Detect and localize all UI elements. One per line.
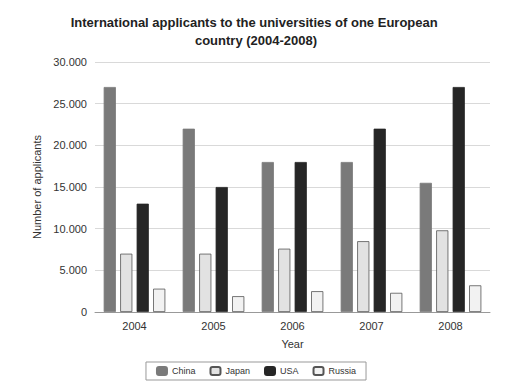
svg-text:2007: 2007 <box>359 320 383 332</box>
svg-text:Year: Year <box>281 338 304 350</box>
svg-text:Number of applicants: Number of applicants <box>31 135 43 239</box>
svg-text:country (2004-2008): country (2004-2008) <box>195 33 317 48</box>
svg-text:Russia: Russia <box>329 366 357 376</box>
svg-text:20.000: 20.000 <box>53 139 87 151</box>
svg-text:25.000: 25.000 <box>53 98 87 110</box>
svg-text:15.000: 15.000 <box>53 181 87 193</box>
svg-text:USA: USA <box>280 366 299 376</box>
svg-text:30.000: 30.000 <box>53 56 87 68</box>
svg-text:5.000: 5.000 <box>59 264 87 276</box>
svg-text:10.000: 10.000 <box>53 223 87 235</box>
svg-text:China: China <box>172 366 196 376</box>
svg-text:International applicants to th: International applicants to the universi… <box>71 15 442 30</box>
svg-text:2005: 2005 <box>201 320 225 332</box>
svg-text:0: 0 <box>81 306 87 318</box>
svg-text:Japan: Japan <box>225 366 250 376</box>
svg-text:2006: 2006 <box>280 320 304 332</box>
svg-text:2004: 2004 <box>122 320 146 332</box>
svg-text:2008: 2008 <box>438 320 462 332</box>
